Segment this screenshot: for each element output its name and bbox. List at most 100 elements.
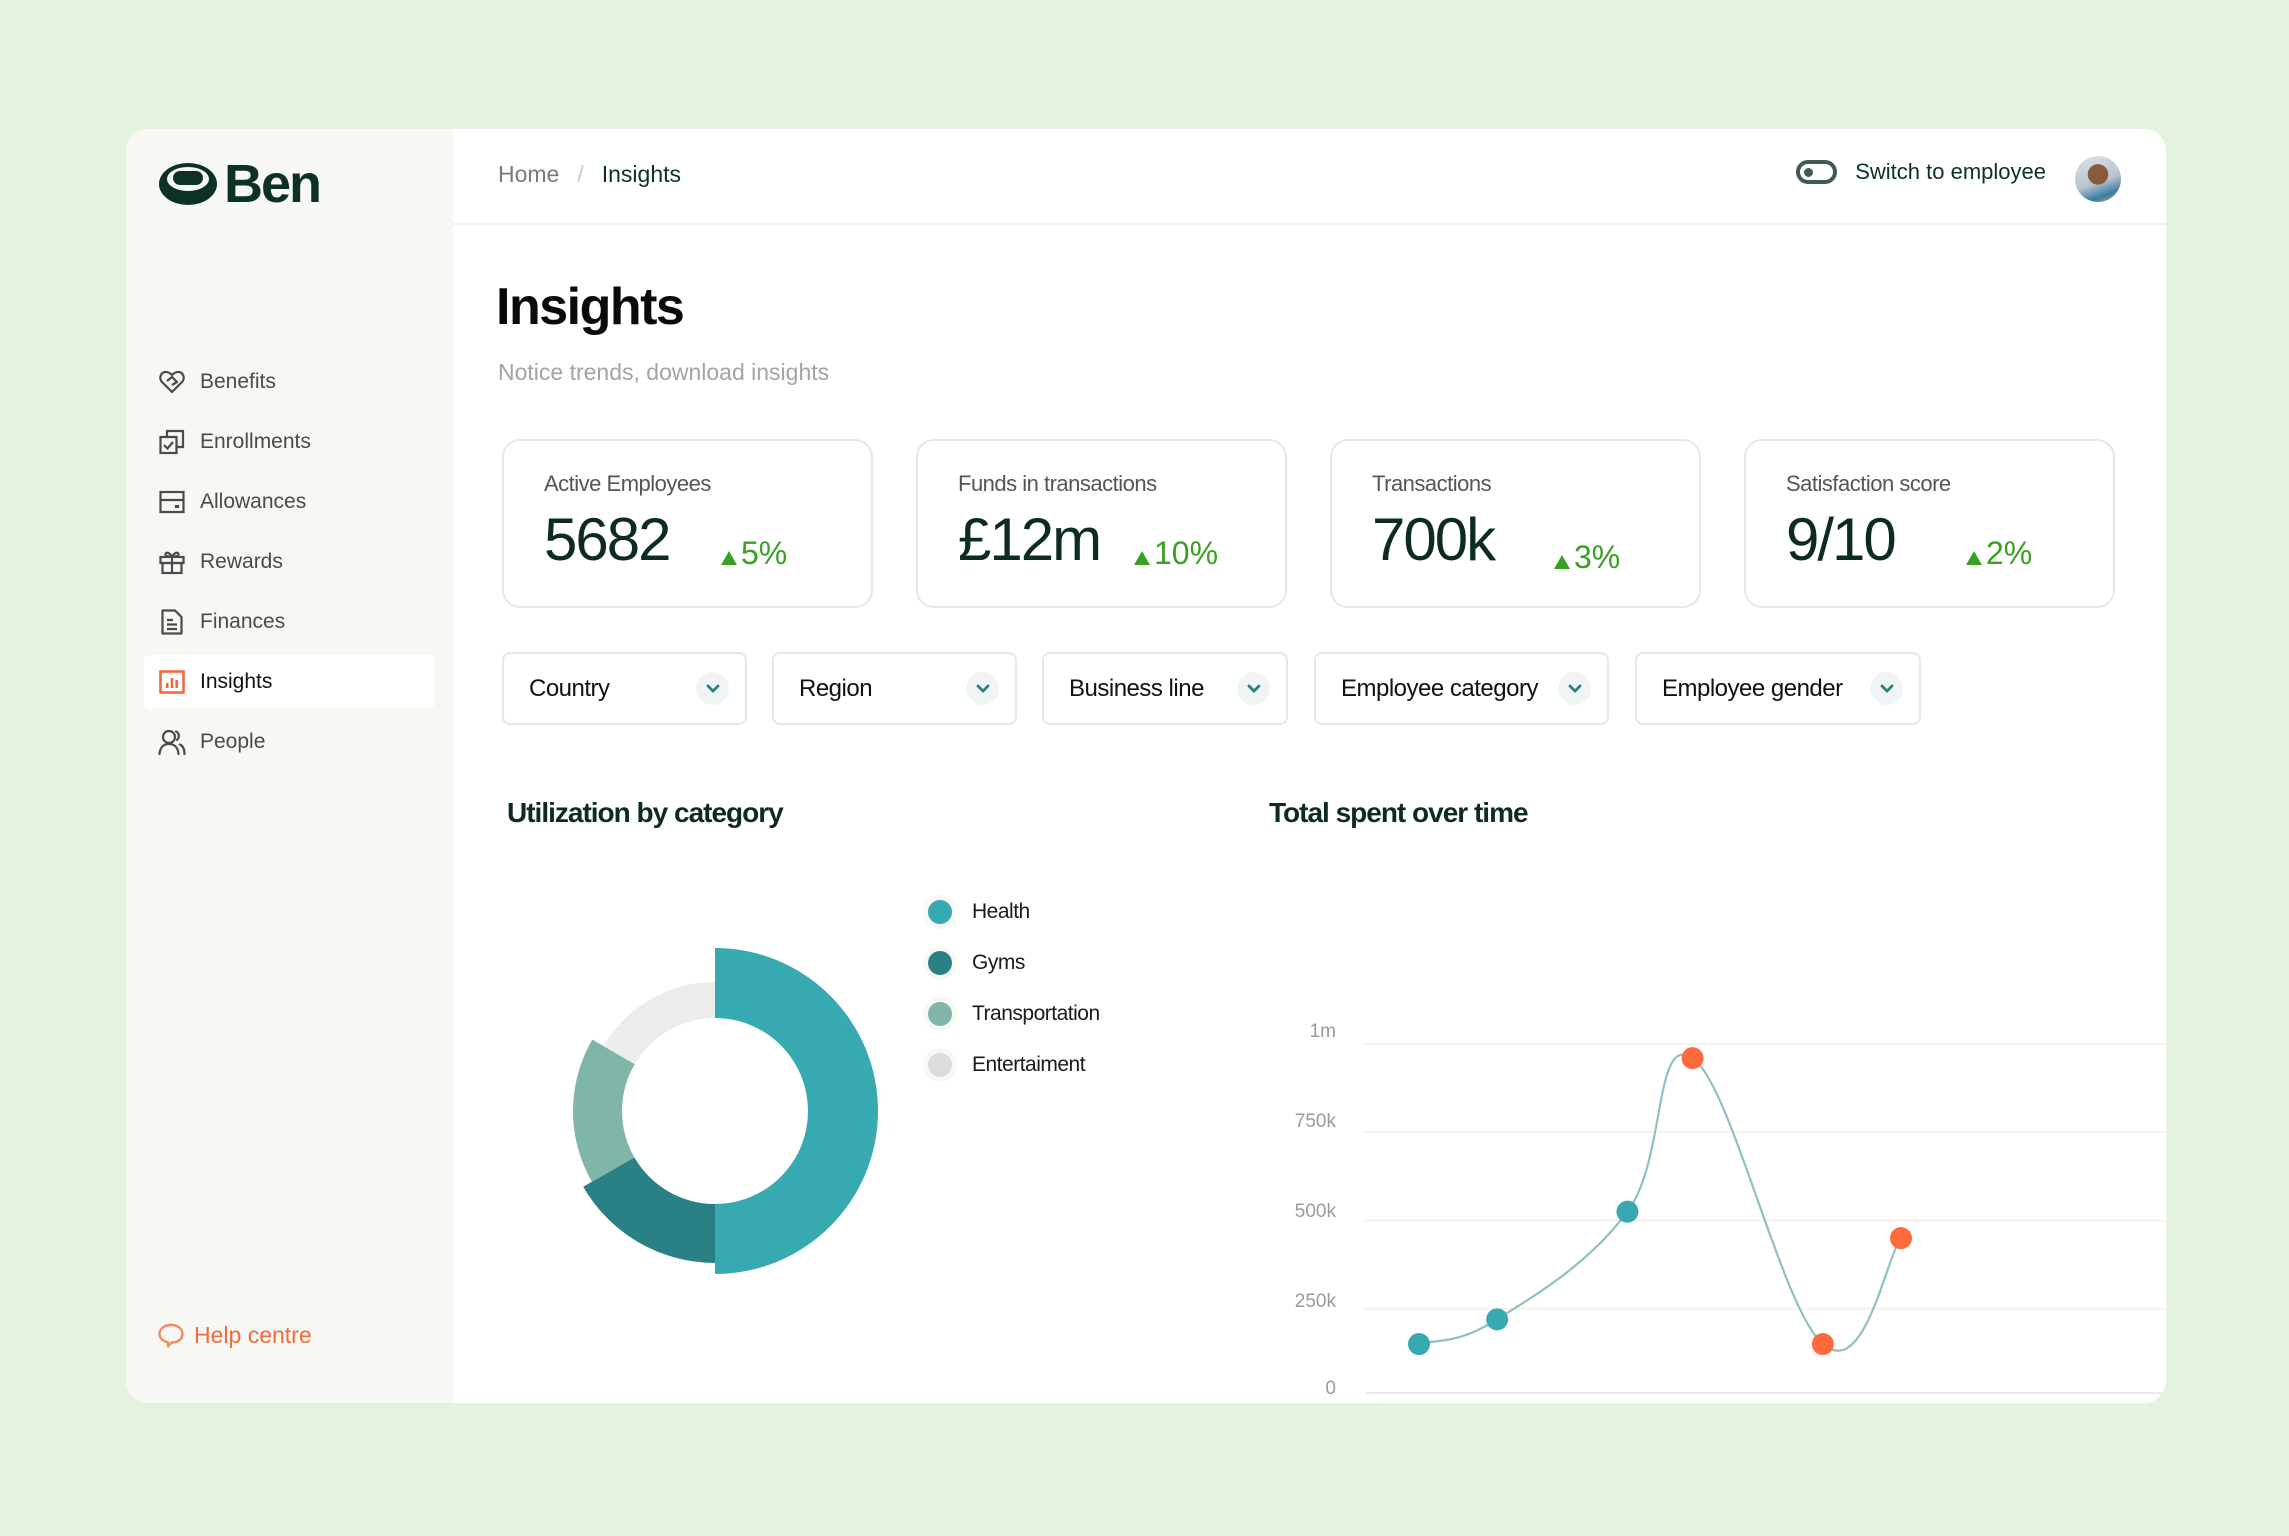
stat-card-satisfaction: Satisfaction score 9/10 2% — [1744, 439, 2115, 608]
help-centre-label: Help centre — [194, 1322, 312, 1348]
toggle-icon[interactable] — [1796, 160, 1838, 184]
chevron-down-icon — [1558, 672, 1591, 705]
breadcrumb-separator: / — [577, 161, 584, 187]
filter-employee-category-dropdown[interactable]: Employee category — [1314, 652, 1609, 725]
trend-up-icon — [721, 550, 737, 565]
legend-dot-icon — [928, 1002, 952, 1026]
y-tick: 1m — [1309, 1021, 1336, 1042]
sidebar-item-label: Finances — [200, 609, 286, 633]
top-bar: Home / Insights Switch to employee — [453, 129, 2166, 225]
filter-label: Region — [799, 674, 873, 702]
sidebar-item-rewards[interactable]: Rewards — [144, 535, 435, 588]
filter-label: Employee gender — [1662, 674, 1843, 702]
stat-label: Active Employees — [544, 471, 711, 496]
legend-dot-icon — [928, 951, 952, 975]
filter-country-dropdown[interactable]: Country — [502, 652, 747, 725]
stat-label: Transactions — [1372, 471, 1492, 496]
utilization-donut-chart — [573, 948, 878, 1274]
stat-label: Funds in transactions — [958, 471, 1157, 496]
logo-icon — [159, 163, 217, 205]
stat-delta-value: 2% — [1986, 535, 2033, 571]
filter-employee-gender-dropdown[interactable]: Employee gender — [1635, 652, 1921, 725]
sidebar-item-allowances[interactable]: Allowances — [144, 475, 435, 528]
sidebar-item-label: Rewards — [200, 549, 283, 573]
trend-up-icon — [1134, 550, 1150, 565]
filter-region-dropdown[interactable]: Region — [772, 652, 1017, 725]
legend-item-gyms[interactable]: Gyms — [928, 940, 1100, 986]
legend-label: Entertaiment — [972, 1053, 1086, 1076]
stat-delta: 3% — [1554, 539, 1620, 576]
stat-delta: 10% — [1134, 535, 1218, 572]
legend-item-entertainment[interactable]: Entertaiment — [928, 1042, 1100, 1088]
stat-delta: 2% — [1966, 535, 2032, 572]
sidebar-item-label: Insights — [200, 669, 273, 693]
stat-value: 5682 — [544, 506, 671, 573]
breadcrumb-current: Insights — [601, 161, 682, 187]
line-chart-plot — [1362, 1043, 2166, 1394]
x-tick: March 23 — [1949, 1400, 2040, 1403]
filter-business-line-dropdown[interactable]: Business line — [1042, 652, 1288, 725]
sidebar-item-label: Benefits — [200, 369, 276, 393]
stat-delta-value: 3% — [1574, 539, 1621, 575]
chevron-down-icon — [1870, 672, 1903, 705]
breadcrumb: Home / Insights — [498, 161, 681, 188]
switch-to-employee-toggle[interactable]: Switch to employee — [1796, 159, 2046, 185]
stat-delta-value: 10% — [1154, 535, 1219, 571]
people-icon — [158, 728, 186, 756]
donut-segment-entertaiment[interactable] — [603, 982, 715, 1065]
y-tick: 250k — [1294, 1291, 1336, 1312]
spend-line-chart: 1m 750k 500k 250k 0 October 22 November … — [1256, 999, 2166, 1403]
donut-segment-transportation[interactable] — [573, 1039, 635, 1182]
stat-value: 700k — [1372, 506, 1496, 573]
stat-delta-value: 5% — [741, 535, 788, 571]
stat-value: 9/10 — [1786, 506, 1897, 573]
filter-label: Business line — [1069, 674, 1204, 702]
trend-up-icon — [1966, 550, 1982, 565]
utilization-chart-title: Utilization by category — [507, 797, 784, 828]
sidebar-item-insights[interactable]: Insights — [144, 655, 435, 708]
stat-card-transactions: Transactions 700k 3% — [1330, 439, 1701, 608]
sidebar-item-finances[interactable]: Finances — [144, 595, 435, 648]
trend-up-icon — [1554, 554, 1570, 569]
sidebar-item-enrollments[interactable]: Enrollments — [144, 415, 435, 468]
legend-dot-icon — [928, 900, 952, 924]
app-window: Ben Benefits Enrollments Allowances — [126, 129, 2166, 1403]
donut-segment-health[interactable] — [715, 948, 878, 1274]
logo[interactable]: Ben — [158, 154, 322, 214]
legend-dot-icon — [928, 1053, 952, 1077]
y-tick: 0 — [1325, 1378, 1336, 1399]
logo-text: Ben — [224, 154, 322, 214]
sidebar-item-people[interactable]: People — [144, 715, 435, 768]
legend-item-transportation[interactable]: Transportation — [928, 991, 1100, 1037]
help-centre-link[interactable]: Help centre — [158, 1322, 312, 1349]
stat-card-funds: Funds in transactions £12m 10% — [916, 439, 1287, 608]
breadcrumb-home[interactable]: Home — [498, 161, 560, 187]
data-point[interactable] — [1811, 1333, 1834, 1356]
donut-segment-gyms[interactable] — [583, 1157, 715, 1263]
data-point[interactable] — [1890, 1227, 1912, 1250]
stat-delta: 5% — [721, 535, 787, 572]
legend-label: Transportation — [972, 1002, 1100, 1025]
stat-label: Satisfaction score — [1786, 471, 1951, 496]
spend-line — [1418, 1053, 1902, 1352]
legend-label: Health — [972, 900, 1030, 923]
data-point[interactable] — [1408, 1333, 1430, 1356]
legend-item-health[interactable]: Health — [928, 889, 1100, 935]
stat-card-active-employees: Active Employees 5682 5% — [502, 439, 873, 608]
sidebar-item-label: Enrollments — [200, 429, 311, 453]
sidebar-item-benefits[interactable]: Benefits — [144, 355, 435, 408]
y-tick: 500k — [1294, 1201, 1336, 1222]
utilization-legend: Health Gyms Transportation Entertaiment — [928, 889, 1100, 1093]
sidebar-item-label: Allowances — [200, 489, 307, 513]
avatar[interactable] — [2075, 156, 2121, 202]
spend-chart-title: Total spent over time — [1269, 797, 1529, 828]
checked-copy-icon — [158, 428, 186, 456]
data-point[interactable] — [1681, 1047, 1704, 1070]
data-point[interactable] — [1616, 1200, 1639, 1223]
y-tick: 750k — [1294, 1111, 1336, 1132]
sidebar-item-label: People — [200, 729, 266, 753]
filter-label: Employee category — [1341, 674, 1538, 702]
heart-handshake-icon — [158, 368, 186, 396]
chevron-down-icon — [696, 672, 729, 705]
data-point[interactable] — [1486, 1308, 1509, 1331]
